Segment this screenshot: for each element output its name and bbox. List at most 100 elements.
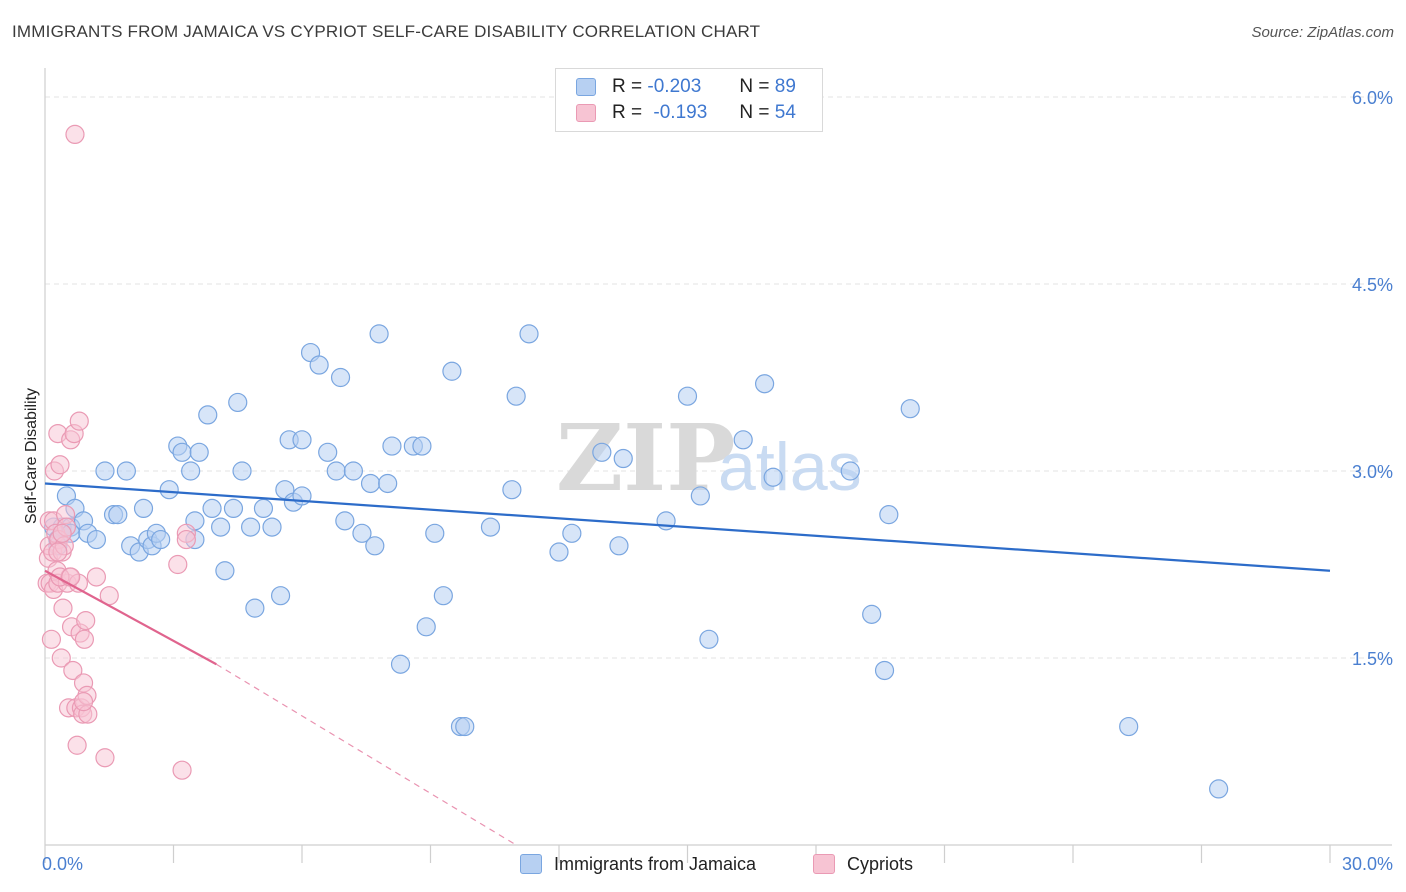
data-point-cypriots bbox=[50, 455, 70, 475]
data-point-jamaica bbox=[360, 473, 381, 494]
data-point-cypriots bbox=[51, 648, 71, 668]
data-point-jamaica bbox=[763, 467, 783, 487]
legend-r-value: -0.193 bbox=[653, 102, 708, 123]
data-point-jamaica bbox=[151, 529, 171, 550]
data-point-jamaica bbox=[609, 536, 629, 556]
data-point-jamaica bbox=[365, 536, 385, 556]
data-point-jamaica bbox=[1209, 779, 1229, 799]
source-credit: Source: ZipAtlas.com bbox=[1251, 24, 1394, 41]
data-point-jamaica bbox=[232, 461, 252, 481]
series-jamaica-points bbox=[43, 324, 1229, 799]
data-point-cypriots bbox=[41, 629, 62, 649]
data-point-jamaica bbox=[480, 517, 501, 537]
data-point-jamaica bbox=[699, 629, 719, 649]
data-point-jamaica bbox=[519, 324, 539, 344]
legend-n-value: 54 bbox=[774, 102, 796, 123]
data-point-jamaica bbox=[228, 392, 248, 413]
data-point-jamaica bbox=[879, 505, 899, 525]
trend-line-jamaica bbox=[44, 482, 1331, 572]
data-point-jamaica bbox=[690, 486, 710, 506]
trend-line-cypriots bbox=[44, 569, 217, 666]
bottom-legend-cypriots: Cypriots bbox=[813, 851, 913, 877]
data-point-jamaica bbox=[198, 405, 218, 425]
data-point-cypriots bbox=[86, 567, 107, 587]
data-point-cypriots bbox=[176, 529, 196, 550]
data-point-jamaica bbox=[549, 542, 569, 562]
data-point-jamaica bbox=[253, 498, 274, 518]
legend-n-label: N = bbox=[739, 102, 770, 123]
data-point-jamaica bbox=[108, 505, 128, 525]
y-tick-label: 6.0% bbox=[1352, 88, 1393, 108]
data-point-jamaica bbox=[754, 374, 775, 394]
legend-r-value: -0.203 bbox=[647, 76, 702, 97]
data-point-jamaica bbox=[189, 442, 209, 462]
data-point-jamaica bbox=[116, 461, 136, 481]
data-point-jamaica bbox=[343, 461, 363, 481]
data-point-cypriots bbox=[63, 660, 83, 681]
legend-swatch-pink bbox=[576, 104, 596, 122]
data-point-cypriots bbox=[53, 598, 73, 618]
correlation-legend: R = -0.203 N = 89 R = -0.193 N = 54 bbox=[555, 68, 823, 132]
data-point-jamaica bbox=[95, 461, 115, 481]
data-point-jamaica bbox=[330, 367, 351, 388]
series-cypriots-points bbox=[37, 124, 196, 780]
data-point-jamaica bbox=[181, 461, 201, 481]
data-point-jamaica bbox=[352, 523, 372, 543]
data-point-cypriots bbox=[73, 692, 94, 712]
data-point-cypriots bbox=[67, 735, 87, 755]
x-tick-label: 0.0% bbox=[42, 854, 83, 874]
y-axis-label: Self-Care Disability bbox=[23, 388, 40, 524]
bottom-legend-swatch-blue bbox=[520, 854, 542, 874]
data-point-jamaica bbox=[270, 586, 291, 606]
data-point-jamaica bbox=[202, 498, 222, 518]
data-point-jamaica bbox=[378, 473, 398, 494]
trend-lines bbox=[44, 482, 1331, 846]
legend-row-jamaica: R = -0.203 N = 89 bbox=[576, 74, 796, 100]
data-point-cypriots bbox=[168, 554, 188, 575]
data-point-cypriots bbox=[48, 542, 68, 562]
legend-r-label: R = bbox=[612, 76, 643, 97]
data-point-cypriots bbox=[52, 523, 72, 543]
data-point-jamaica bbox=[215, 561, 235, 581]
data-point-jamaica bbox=[562, 523, 582, 543]
y-tick-label: 3.0% bbox=[1352, 462, 1393, 482]
data-point-jamaica bbox=[425, 523, 445, 543]
chart-title: IMMIGRANTS FROM JAMAICA VS CYPRIOT SELF-… bbox=[12, 22, 761, 41]
y-tick-label: 1.5% bbox=[1352, 649, 1393, 669]
legend-swatch-blue bbox=[576, 78, 596, 96]
data-point-jamaica bbox=[733, 430, 753, 450]
trend-line-cypriots-extension bbox=[216, 663, 517, 846]
bottom-legend-swatch-pink bbox=[813, 854, 835, 874]
data-point-cypriots bbox=[74, 629, 95, 649]
data-point-jamaica bbox=[133, 498, 154, 518]
legend-n-label: N = bbox=[739, 76, 770, 97]
x-tick-label: 30.0% bbox=[1342, 854, 1393, 874]
data-point-jamaica bbox=[442, 361, 462, 381]
data-point-jamaica bbox=[159, 480, 179, 500]
data-point-jamaica bbox=[326, 461, 346, 481]
data-point-jamaica bbox=[245, 598, 265, 618]
data-point-jamaica bbox=[416, 617, 436, 637]
data-point-cypriots bbox=[172, 760, 192, 780]
data-point-jamaica bbox=[412, 436, 432, 456]
data-point-jamaica bbox=[262, 517, 282, 537]
data-point-jamaica bbox=[369, 324, 389, 344]
legend-r-label: R = bbox=[612, 102, 643, 123]
data-point-jamaica bbox=[223, 498, 244, 518]
data-point-jamaica bbox=[592, 442, 612, 462]
data-point-jamaica bbox=[502, 480, 522, 500]
data-point-jamaica bbox=[241, 517, 261, 537]
axes bbox=[44, 68, 1392, 863]
data-point-jamaica bbox=[390, 654, 411, 674]
data-point-jamaica bbox=[172, 442, 192, 462]
bottom-legend-label: Cypriots bbox=[847, 853, 914, 874]
data-point-jamaica bbox=[874, 660, 895, 681]
data-point-cypriots bbox=[69, 411, 89, 431]
data-point-jamaica bbox=[900, 399, 920, 419]
legend-row-cypriots: R = -0.193 N = 54 bbox=[576, 100, 796, 126]
data-point-jamaica bbox=[455, 716, 475, 737]
data-point-jamaica bbox=[309, 355, 329, 375]
data-point-jamaica bbox=[292, 430, 312, 450]
data-point-jamaica bbox=[335, 511, 355, 531]
